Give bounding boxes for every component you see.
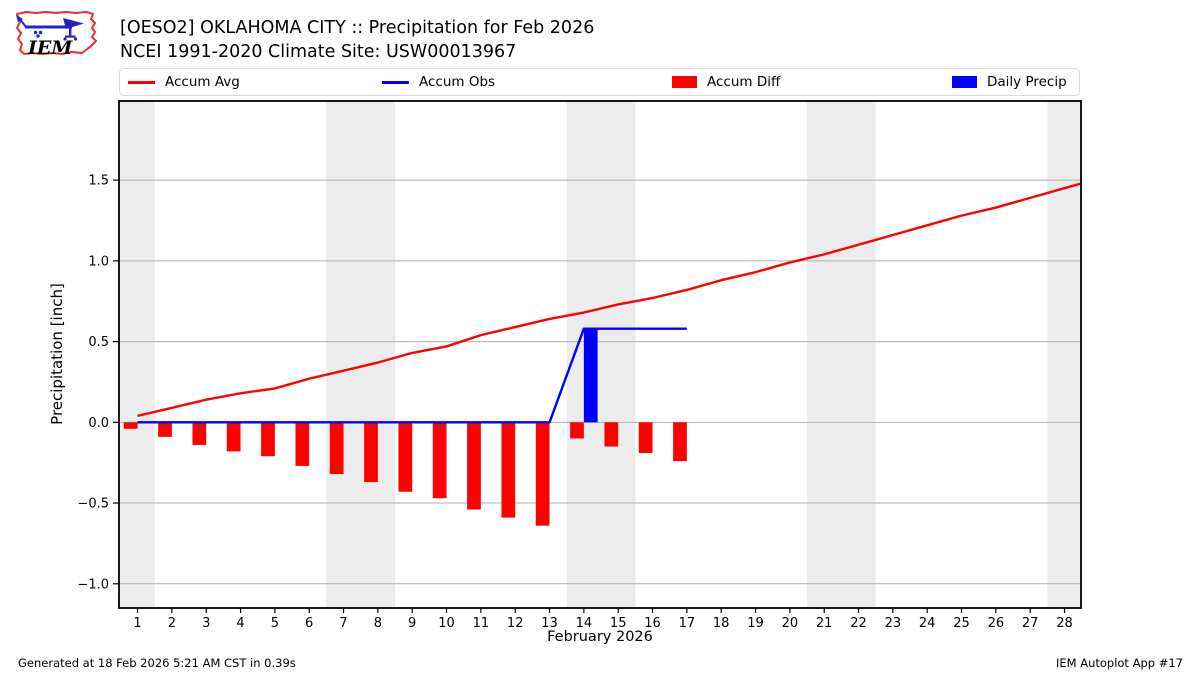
x-tick-label: 8: [374, 616, 382, 631]
x-tick-label: 16: [644, 616, 661, 631]
x-tick-label: 1: [133, 616, 141, 631]
bar: [432, 422, 447, 499]
footer-app-text: IEM Autoplot App #17: [1055, 656, 1183, 670]
x-tick-label: 12: [507, 616, 524, 631]
legend-swatch: [952, 76, 977, 88]
x-tick-label: 25: [953, 616, 970, 631]
bar: [123, 422, 138, 429]
footer-generated-text: Generated at 18 Feb 2026 5:21 AM CST in …: [18, 656, 296, 670]
legend-item-accum-obs: Accum Obs: [382, 69, 495, 95]
x-tick-label: 23: [885, 616, 902, 631]
legend-item-label: Accum Obs: [419, 74, 496, 90]
bar: [398, 422, 413, 492]
bar: [501, 422, 516, 518]
x-axis-label: February 2026: [547, 629, 653, 645]
weekend-band: [326, 101, 396, 608]
legend-item-accum-avg: Accum Avg: [128, 69, 240, 95]
weather-vane-icon: [16, 15, 84, 41]
legend-item-label: Accum Avg: [165, 74, 240, 90]
x-tick-label: 20: [782, 616, 799, 631]
x-tick-label: 24: [919, 616, 936, 631]
y-tick-label: −0.5: [77, 497, 109, 512]
legend: Accum Avg Accum Obs Accum Diff Daily Precip: [119, 68, 1080, 96]
y-axis-ticks: −1.0 −0.5 0.0 0.5 1.0 1.5: [77, 174, 119, 592]
y-tick-label: −1.0: [77, 577, 109, 592]
x-tick-label: 6: [305, 616, 313, 631]
iem-logo: IEM: [16, 11, 97, 59]
bar: [673, 422, 687, 462]
accum-obs-line: [137, 327, 687, 424]
weekend-band: [566, 101, 636, 608]
x-tick-label: 4: [236, 616, 244, 631]
x-tick-label: 22: [850, 616, 867, 631]
x-axis-ticks: 1 2 3 4 5 6 7 8 9 10 11 12 13 14 15 16 17 18 19 20 21 22 23 24 2…: [133, 608, 1073, 631]
bar: [226, 422, 241, 452]
bar: [158, 422, 172, 437]
legend-swatch: [672, 76, 697, 88]
y-tick-label: 0.0: [88, 416, 109, 431]
bar: [261, 422, 275, 457]
x-tick-label: 19: [747, 616, 764, 631]
legend-swatch: [382, 80, 409, 84]
x-tick-label: 21: [816, 616, 833, 631]
x-tick-label: 9: [408, 616, 416, 631]
bar: [467, 422, 481, 510]
iem-logo-text: IEM: [27, 37, 73, 59]
accum-diff-bars: [123, 422, 687, 526]
y-tick-label: 0.5: [88, 335, 109, 350]
legend-swatch: [128, 80, 155, 84]
chart-title: [OESO2] OKLAHOMA CITY :: Precipitation f…: [120, 18, 595, 38]
x-tick-label: 10: [438, 616, 455, 631]
bar: [570, 422, 584, 439]
x-tick-label: 11: [473, 616, 490, 631]
x-tick-label: 7: [339, 616, 347, 631]
weekend-band: [119, 101, 155, 608]
bar: [638, 422, 653, 453]
legend-item-label: Daily Precip: [987, 74, 1067, 90]
bar: [604, 422, 619, 447]
weekend-band: [1047, 101, 1081, 608]
bar: [535, 422, 550, 526]
y-axis-label: Precipitation [inch]: [48, 283, 66, 425]
x-tick-label: 13: [541, 616, 558, 631]
x-tick-label: 14: [576, 616, 593, 631]
bar: [329, 422, 344, 474]
x-tick-label: 27: [1022, 616, 1039, 631]
y-tick-label: 1.5: [88, 174, 109, 189]
weekend-bands: [119, 101, 1081, 608]
title-block: [OESO2] OKLAHOMA CITY :: Precipitation f…: [120, 16, 594, 64]
chart-subtitle: NCEI 1991-2020 Climate Site: USW00013967: [120, 42, 517, 62]
accum-avg-line: [137, 182, 1082, 418]
bar: [295, 422, 310, 466]
x-tick-label: 17: [679, 616, 696, 631]
bar: [583, 328, 598, 423]
x-tick-label: 3: [202, 616, 210, 631]
plot-frame: [118, 100, 1082, 609]
x-tick-label: 15: [610, 616, 627, 631]
y-tick-label: 1.0: [88, 254, 109, 269]
x-tick-label: 28: [1056, 616, 1073, 631]
x-tick-label: 5: [271, 616, 279, 631]
legend-item-accum-diff: Accum Diff: [672, 69, 780, 95]
x-tick-label: 18: [713, 616, 730, 631]
daily-precip-bars: [583, 328, 598, 423]
legend-item-label: Accum Diff: [707, 74, 781, 90]
bar: [364, 422, 378, 483]
x-tick-label: 2: [168, 616, 176, 631]
legend-item-daily-precip: Daily Precip: [952, 69, 1067, 95]
weekend-band: [807, 101, 876, 608]
bar: [192, 422, 207, 445]
x-tick-label: 26: [988, 616, 1005, 631]
